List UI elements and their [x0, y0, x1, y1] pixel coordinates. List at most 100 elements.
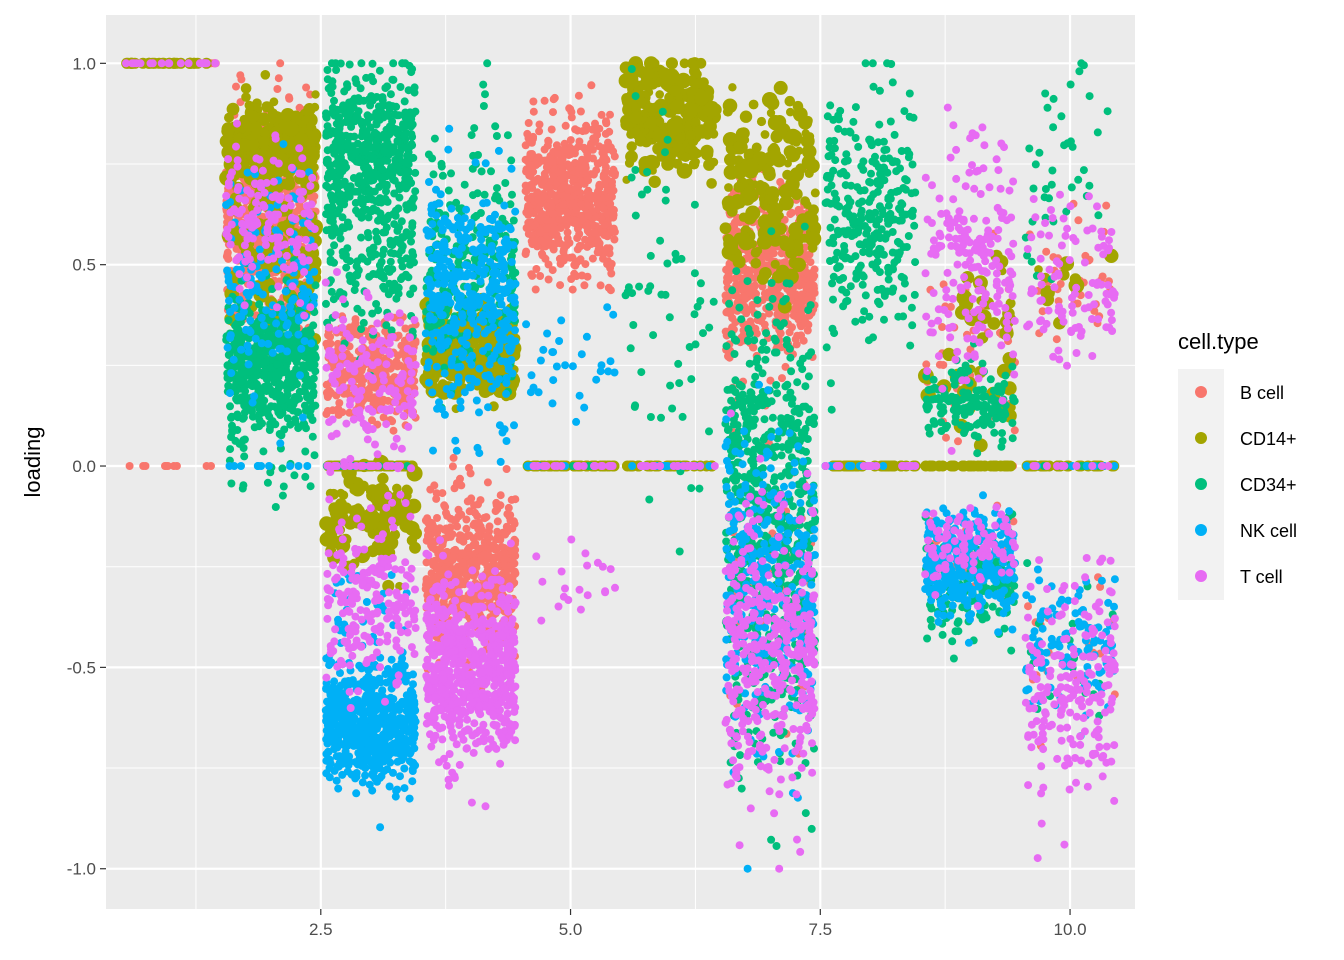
- data-point: [748, 99, 759, 110]
- data-point: [751, 142, 762, 153]
- data-point: [535, 127, 544, 136]
- data-point: [538, 251, 547, 260]
- data-point: [442, 524, 451, 533]
- data-point: [547, 202, 556, 211]
- data-point: [807, 242, 818, 253]
- data-point: [572, 220, 581, 229]
- data-point: [248, 412, 257, 421]
- data-point: [645, 116, 658, 128]
- data-point: [792, 100, 804, 112]
- data-point: [351, 315, 360, 324]
- data-point: [162, 462, 170, 470]
- data-point: [599, 173, 608, 182]
- data-point: [922, 360, 931, 369]
- data-point: [340, 502, 353, 514]
- data-point: [810, 188, 820, 198]
- data-point: [609, 186, 618, 195]
- data-point: [990, 460, 1002, 472]
- data-point: [404, 521, 420, 536]
- data-point: [368, 416, 376, 425]
- data-point: [638, 156, 653, 171]
- data-point: [569, 175, 578, 183]
- data-point: [524, 218, 533, 227]
- data-point: [483, 478, 492, 487]
- data-point: [670, 99, 686, 115]
- data-point: [726, 165, 739, 178]
- data-point: [618, 73, 634, 89]
- data-point: [538, 210, 546, 218]
- data-point: [602, 145, 611, 154]
- data-point: [544, 275, 553, 284]
- data-point: [462, 515, 471, 524]
- data-point: [785, 176, 800, 192]
- data-point: [935, 360, 944, 369]
- data-point: [260, 70, 271, 80]
- data-point: [975, 460, 987, 472]
- data-point: [393, 362, 402, 371]
- data-point: [920, 460, 932, 472]
- data-point: [756, 273, 769, 285]
- data-point: [473, 511, 482, 520]
- data-point: [357, 380, 366, 389]
- data-point: [424, 532, 432, 541]
- data-point: [584, 211, 593, 220]
- data-point: [500, 555, 509, 564]
- data-point: [705, 157, 715, 167]
- data-point: [233, 410, 242, 419]
- data-point: [467, 494, 476, 503]
- data-point: [326, 339, 335, 348]
- data-point: [665, 57, 679, 70]
- data-point: [529, 134, 537, 143]
- data-point: [232, 82, 240, 91]
- data-point: [797, 331, 806, 340]
- data-point: [336, 488, 346, 498]
- data-point: [480, 542, 489, 551]
- data-point: [540, 238, 549, 247]
- data-point: [510, 559, 519, 568]
- data-point: [726, 309, 735, 318]
- data-point: [801, 155, 816, 170]
- data-point: [639, 76, 655, 91]
- data-point: [524, 119, 533, 127]
- data-point: [303, 103, 316, 116]
- data-point: [540, 96, 549, 105]
- data-point: [719, 222, 732, 235]
- data-point: [595, 180, 604, 189]
- data-point: [728, 83, 737, 92]
- data-point: [350, 481, 366, 497]
- data-point: [409, 541, 421, 554]
- data-point: [778, 374, 786, 383]
- data-point: [401, 324, 410, 333]
- data-point: [596, 281, 605, 290]
- data-point: [745, 288, 754, 297]
- data-point: [733, 141, 744, 152]
- data-point: [797, 290, 806, 299]
- data-point: [283, 121, 300, 137]
- data-point: [738, 234, 755, 251]
- data-point: [954, 437, 962, 446]
- data-point: [750, 247, 761, 258]
- data-point: [274, 74, 283, 83]
- data-point: [601, 129, 610, 138]
- data-point: [252, 371, 261, 380]
- data-point: [580, 281, 589, 290]
- data-point: [600, 221, 609, 229]
- data-point: [510, 519, 519, 528]
- data-point: [609, 165, 618, 174]
- data-point: [786, 129, 803, 146]
- data-point: [474, 500, 482, 509]
- data-point: [301, 447, 310, 456]
- data-point: [535, 120, 544, 129]
- data-point: [248, 110, 260, 123]
- data-point: [800, 233, 810, 243]
- data-point: [226, 445, 235, 454]
- data-point: [559, 200, 567, 209]
- data-point: [348, 323, 357, 331]
- data-point: [1010, 426, 1019, 435]
- data-point: [649, 58, 660, 69]
- data-point: [531, 285, 540, 294]
- data-point: [703, 101, 720, 118]
- data-point: [963, 460, 975, 472]
- data-point: [224, 316, 233, 325]
- data-point: [565, 163, 574, 172]
